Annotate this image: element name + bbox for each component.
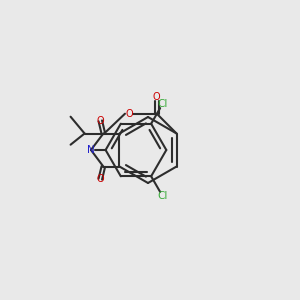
Text: Cl: Cl xyxy=(158,99,168,109)
Text: Cl: Cl xyxy=(158,191,168,201)
Text: N: N xyxy=(87,145,95,155)
Text: O: O xyxy=(97,116,104,126)
Text: O: O xyxy=(153,92,160,102)
Text: O: O xyxy=(97,174,104,184)
Text: O: O xyxy=(125,109,133,119)
